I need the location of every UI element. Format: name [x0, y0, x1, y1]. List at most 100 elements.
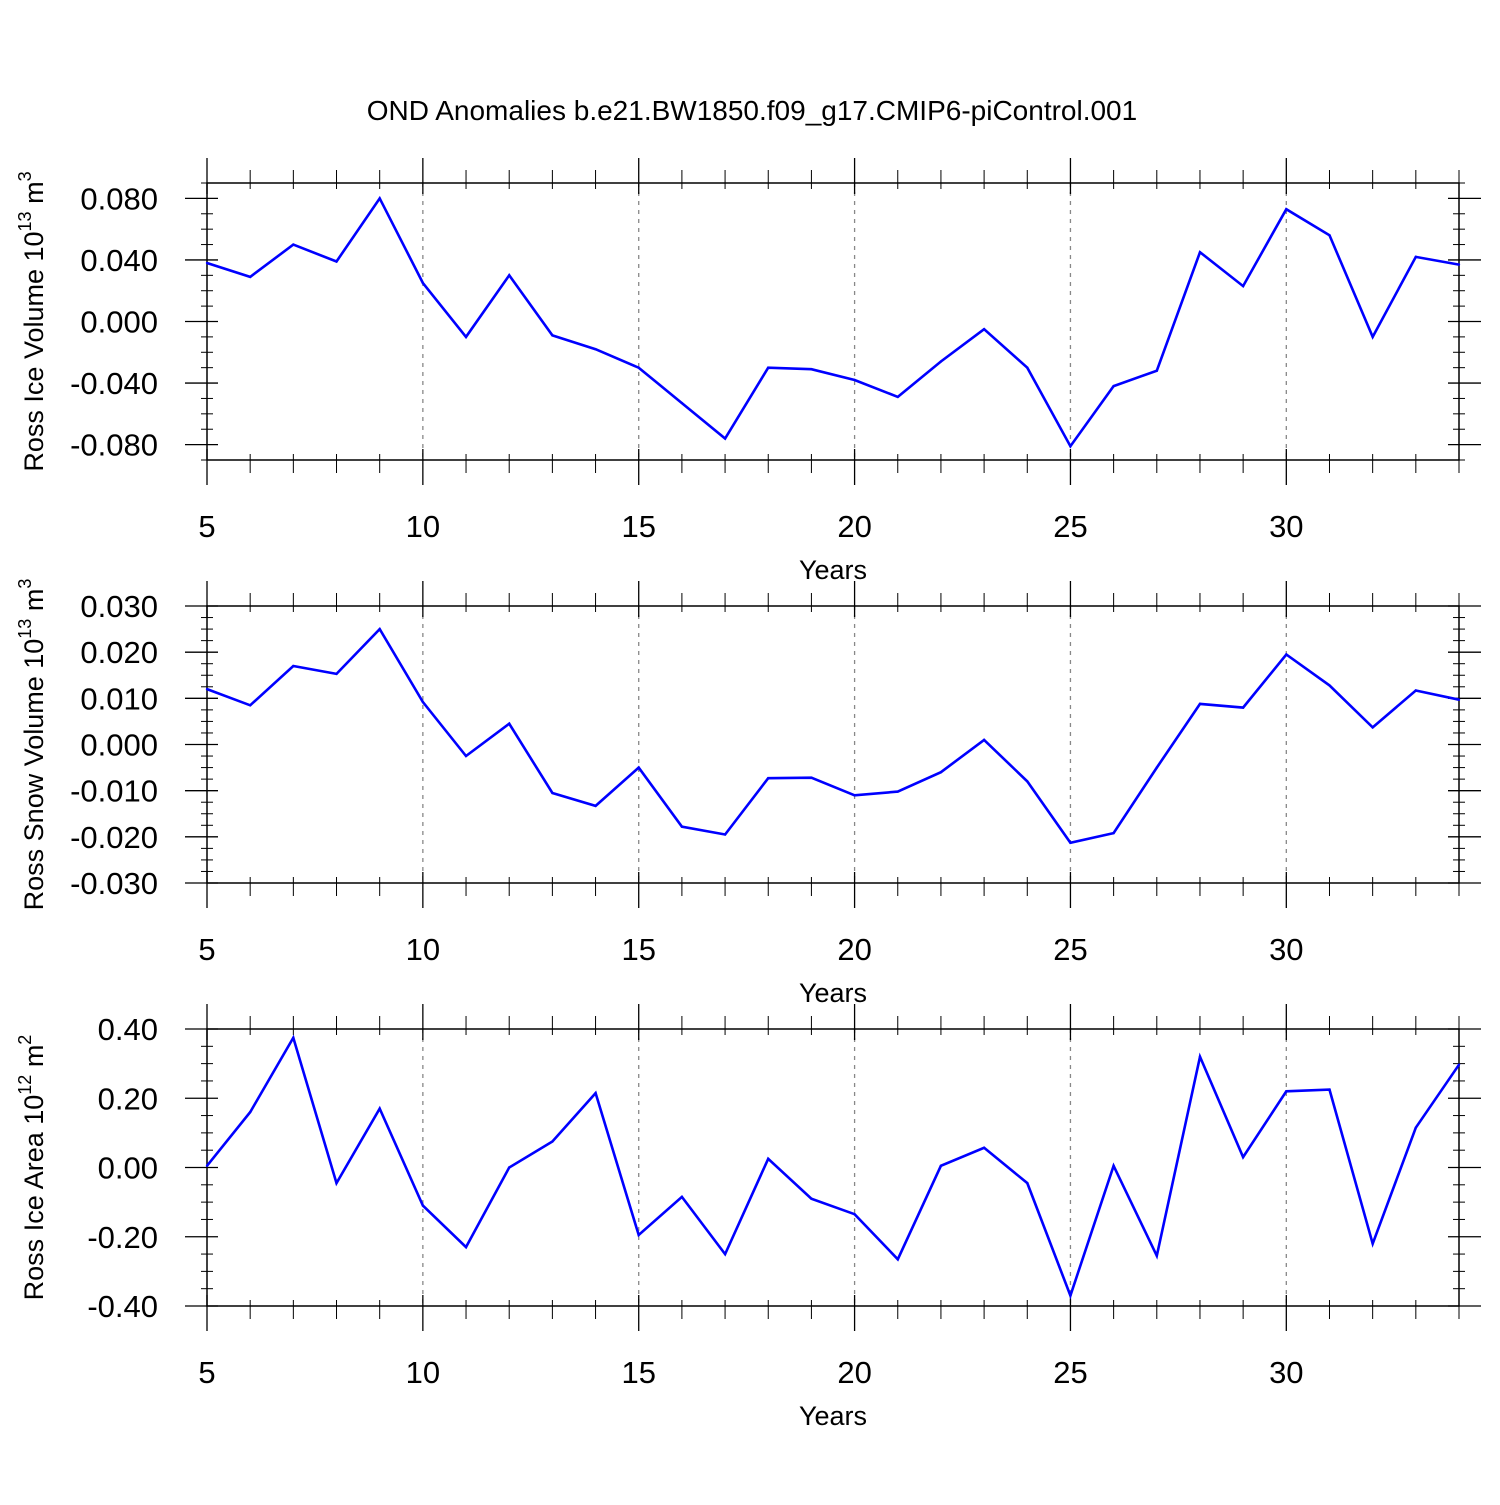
data-point — [939, 771, 943, 774]
data-point — [680, 401, 684, 405]
data-point — [1328, 1088, 1331, 1091]
data-point — [1198, 251, 1202, 254]
plot-frame — [206, 182, 1460, 461]
y-axis-title: Ross Snow Volume 1013 m3 — [15, 579, 49, 911]
x-tick-label: 5 — [198, 932, 215, 967]
data-point — [378, 627, 381, 631]
y-tick-label: 0.40 — [98, 1012, 158, 1047]
data-point — [1241, 706, 1245, 709]
data-point — [1112, 1164, 1115, 1167]
y-axis-title-exponent: 13 — [15, 211, 35, 231]
data-point — [810, 776, 813, 779]
data-point — [1414, 1126, 1418, 1129]
data-point — [205, 687, 209, 691]
y-axis-title-exponent: 12 — [15, 1075, 35, 1095]
data-point — [248, 275, 252, 279]
data-point — [723, 437, 727, 440]
data-point — [1198, 1055, 1202, 1058]
y-tick-label: -0.080 — [70, 428, 158, 463]
data-point — [939, 1164, 943, 1167]
data-point — [1198, 702, 1202, 706]
x-tick-label: 25 — [1053, 932, 1087, 967]
x-tick-label: 20 — [837, 932, 871, 967]
data-point — [896, 1258, 899, 1261]
y-axis-title-unit-exponent: 3 — [15, 171, 35, 181]
y-axis-title-unit: m — [19, 589, 49, 619]
y-tick-label: 0.010 — [80, 681, 158, 716]
data-point — [594, 804, 597, 808]
data-point — [982, 1146, 986, 1149]
data-point — [1069, 1294, 1072, 1297]
data-point — [1328, 234, 1331, 237]
data-point — [723, 833, 727, 836]
data-point — [896, 790, 899, 793]
data-point — [637, 366, 640, 369]
y-tick-label: -0.020 — [70, 820, 158, 855]
data-point — [421, 281, 425, 285]
data-point — [637, 1233, 640, 1237]
y-tick-label: -0.20 — [87, 1220, 158, 1255]
data-point — [939, 360, 943, 363]
data-point — [1371, 1242, 1374, 1245]
data-point — [853, 378, 856, 382]
data-point — [1112, 384, 1115, 388]
data-point — [508, 1166, 511, 1169]
panel-2: -0.030 -0.020 -0.010 0.000 0.010 0.020 0.030 5 1… — [15, 579, 1481, 1008]
data-point — [1155, 369, 1158, 372]
data-point — [767, 777, 770, 780]
x-tick-label: 25 — [1053, 509, 1087, 544]
data-point — [853, 794, 856, 797]
data-point — [810, 1197, 813, 1200]
data-point — [248, 1110, 252, 1114]
data-point — [810, 368, 813, 371]
data-point — [1414, 689, 1418, 692]
y-tick-label: 0.040 — [80, 243, 158, 278]
data-point — [767, 1157, 770, 1161]
data-point — [1457, 1063, 1461, 1066]
y-axis-title-unit-exponent: 3 — [15, 579, 35, 589]
data-point — [292, 243, 295, 246]
y-axis-title-main: Ross Ice Volume 10 — [19, 231, 49, 471]
data-point — [1069, 444, 1072, 448]
y-axis-title-unit-exponent: 2 — [15, 1035, 35, 1045]
y-tick-label: 0.00 — [98, 1151, 158, 1186]
x-axis-title: Years — [799, 1401, 867, 1431]
plot-frame — [206, 1028, 1460, 1307]
data-point — [637, 766, 640, 769]
x-tick-label: 15 — [621, 509, 655, 544]
data-point — [1371, 726, 1374, 729]
data-point — [1112, 831, 1115, 835]
data-point — [1414, 255, 1418, 259]
data-point — [292, 664, 295, 668]
x-tick-label: 15 — [621, 932, 655, 967]
y-tick-label: -0.040 — [70, 366, 158, 401]
data-point — [1457, 698, 1461, 701]
x-tick-label: 25 — [1053, 1355, 1087, 1390]
x-tick-label: 5 — [198, 1355, 215, 1390]
data-point — [1285, 207, 1288, 211]
y-tick-label: 0.080 — [80, 181, 158, 216]
data-point — [464, 754, 468, 758]
y-tick-label: 0.020 — [80, 635, 158, 670]
data-point — [723, 1252, 727, 1256]
series-line-ross-snow-volume — [206, 626, 1460, 845]
plot-frame — [206, 605, 1460, 884]
y-axis-title: Ross Ice Volume 1013 m3 — [15, 171, 49, 471]
x-tick-label: 10 — [406, 509, 440, 544]
panel-1: -0.080 -0.040 0.000 0.040 0.080 5 10 15 20 25 30 Ye… — [15, 158, 1481, 585]
y-tick-label: -0.40 — [87, 1289, 158, 1324]
data-point — [248, 704, 252, 707]
y-axis-title-main: Ross Snow Volume 10 — [19, 639, 49, 911]
data-point — [464, 1245, 468, 1249]
x-tick-label: 20 — [837, 509, 871, 544]
panel-3: -0.40 -0.20 0.00 0.20 0.40 5 10 15 20 25 30 Years Ro… — [15, 1004, 1481, 1431]
x-tick-label: 20 — [837, 1355, 871, 1390]
data-point — [1371, 335, 1374, 339]
y-tick-label: 0.000 — [80, 728, 158, 763]
data-point — [1026, 1181, 1029, 1185]
x-tick-label: 30 — [1269, 1355, 1303, 1390]
data-point — [551, 334, 554, 337]
y-axis-title-unit: m — [19, 181, 49, 211]
data-point — [1069, 841, 1072, 845]
